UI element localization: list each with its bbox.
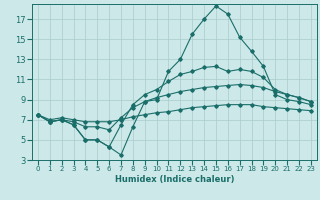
X-axis label: Humidex (Indice chaleur): Humidex (Indice chaleur) [115, 175, 234, 184]
